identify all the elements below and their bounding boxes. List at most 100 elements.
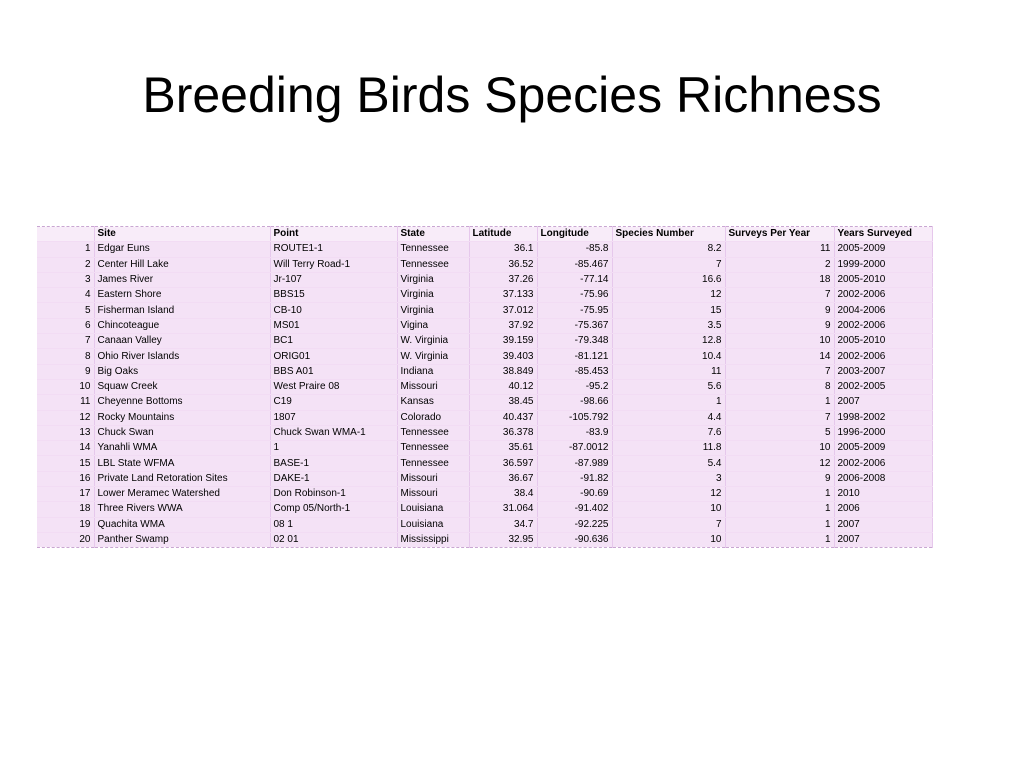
table-row: 5 Fisherman Island CB-10 Virginia 37.012 -75.… <box>37 302 933 319</box>
cell-point: West Praire 08 <box>270 379 398 396</box>
cell-surveys-per-year: 7 <box>725 410 835 426</box>
cell-longitude: -105.792 <box>537 410 613 426</box>
cell-species-number: 4.4 <box>612 410 726 426</box>
cell-longitude: -92.225 <box>537 517 613 533</box>
table-row: 15 LBL State WFMA BASE-1 Tennessee 36.597 -87… <box>37 455 933 472</box>
table-row: 6 Chincoteague MS01 Vigina 37.92 -75.367 3.5 9 2… <box>37 318 933 335</box>
cell-site: Chincoteague <box>94 318 271 335</box>
table-row: 13 Chuck Swan Chuck Swan WMA-1 Tennessee 36.… <box>37 425 933 442</box>
cell-surveys-per-year: 9 <box>725 302 835 319</box>
cell-longitude: -79.348 <box>537 333 613 350</box>
cell-species-number: 15 <box>612 302 726 319</box>
cell-species-number: 8.2 <box>612 241 726 258</box>
header-longitude: Longitude <box>537 226 613 243</box>
cell-longitude: -87.0012 <box>537 440 613 457</box>
cell-site: Panther Swamp <box>94 532 271 549</box>
cell-surveys-per-year: 10 <box>725 333 835 350</box>
cell-surveys-per-year: 1 <box>725 532 835 549</box>
cell-index: 8 <box>37 348 95 365</box>
cell-state: Missouri <box>397 471 470 488</box>
cell-species-number: 12 <box>612 287 726 304</box>
table-row: 19 Quachita WMA 08 1 Louisiana 34.7 -92.225 7 1… <box>37 517 933 533</box>
cell-state: Virginia <box>397 272 470 289</box>
cell-species-number: 7 <box>612 517 726 533</box>
cell-years-surveyed: 2005-2009 <box>834 241 933 258</box>
table-row: 10 Squaw Creek West Praire 08 Missouri 40.12… <box>37 379 933 396</box>
cell-longitude: -90.69 <box>537 486 613 503</box>
cell-state: Mississippi <box>397 532 470 549</box>
cell-point: BBS A01 <box>270 364 398 380</box>
cell-point: CB-10 <box>270 302 398 319</box>
header-species-number: Species Number <box>612 226 726 243</box>
cell-species-number: 11 <box>612 364 726 380</box>
cell-state: Colorado <box>397 410 470 426</box>
table-body: 1 Edgar Euns ROUTE1-1 Tennessee 36.1 -85.8 8.2… <box>37 241 933 549</box>
cell-state: Tennessee <box>397 241 470 258</box>
cell-point: ROUTE1-1 <box>270 241 398 258</box>
cell-index: 20 <box>37 532 95 549</box>
header-state: State <box>397 226 470 243</box>
table-row: 4 Eastern Shore BBS15 Virginia 37.133 -75.96 1… <box>37 287 933 304</box>
cell-point: BBS15 <box>270 287 398 304</box>
cell-years-surveyed: 1998-2002 <box>834 410 933 426</box>
cell-state: Tennessee <box>397 455 470 472</box>
cell-index: 16 <box>37 471 95 488</box>
cell-years-surveyed: 1999-2000 <box>834 257 933 273</box>
cell-longitude: -91.402 <box>537 501 613 518</box>
cell-site: Big Oaks <box>94 364 271 380</box>
species-table: Site Point State Latitude Longitude Spec… <box>37 226 933 549</box>
cell-index: 17 <box>37 486 95 503</box>
cell-latitude: 37.26 <box>469 272 538 289</box>
cell-species-number: 12 <box>612 486 726 503</box>
cell-longitude: -87.989 <box>537 455 613 472</box>
slide-title: Breeding Birds Species Richness <box>142 67 882 123</box>
cell-site: James River <box>94 272 271 289</box>
cell-longitude: -77.14 <box>537 272 613 289</box>
cell-surveys-per-year: 7 <box>725 287 835 304</box>
cell-index: 13 <box>37 425 95 442</box>
cell-site: Fisherman Island <box>94 302 271 319</box>
table-row: 11 Cheyenne Bottoms C19 Kansas 38.45 -98.66 1 1… <box>37 394 933 411</box>
cell-site: Center Hill Lake <box>94 257 271 273</box>
cell-longitude: -90.636 <box>537 532 613 549</box>
cell-point: BC1 <box>270 333 398 350</box>
cell-site: Quachita WMA <box>94 517 271 533</box>
cell-point: DAKE-1 <box>270 471 398 488</box>
header-latitude: Latitude <box>469 226 538 243</box>
cell-years-surveyed: 2004-2006 <box>834 302 933 319</box>
cell-latitude: 35.61 <box>469 440 538 457</box>
cell-point: Jr-107 <box>270 272 398 289</box>
cell-site: LBL State WFMA <box>94 455 271 472</box>
cell-latitude: 36.67 <box>469 471 538 488</box>
cell-point: Will Terry Road-1 <box>270 257 398 273</box>
cell-latitude: 36.52 <box>469 257 538 273</box>
cell-species-number: 3.5 <box>612 318 726 335</box>
cell-index: 18 <box>37 501 95 518</box>
cell-index: 15 <box>37 455 95 472</box>
cell-longitude: -85.453 <box>537 364 613 380</box>
cell-latitude: 36.597 <box>469 455 538 472</box>
cell-latitude: 38.4 <box>469 486 538 503</box>
cell-point: Chuck Swan WMA-1 <box>270 425 398 442</box>
cell-years-surveyed: 1996-2000 <box>834 425 933 442</box>
cell-longitude: -85.8 <box>537 241 613 258</box>
cell-species-number: 5.6 <box>612 379 726 396</box>
cell-years-surveyed: 2006-2008 <box>834 471 933 488</box>
cell-latitude: 36.378 <box>469 425 538 442</box>
cell-years-surveyed: 2007 <box>834 532 933 549</box>
cell-longitude: -75.367 <box>537 318 613 335</box>
cell-state: Missouri <box>397 486 470 503</box>
cell-longitude: -85.467 <box>537 257 613 273</box>
header-index <box>37 226 95 243</box>
species-table-container: Site Point State Latitude Longitude Spec… <box>37 226 933 549</box>
cell-years-surveyed: 2003-2007 <box>834 364 933 380</box>
cell-longitude: -91.82 <box>537 471 613 488</box>
cell-longitude: -81.121 <box>537 348 613 365</box>
cell-state: Louisiana <box>397 517 470 533</box>
cell-surveys-per-year: 12 <box>725 455 835 472</box>
cell-state: W. Virginia <box>397 348 470 365</box>
table-row: 16 Private Land Retoration Sites DAKE-1 Mis… <box>37 471 933 488</box>
cell-latitude: 34.7 <box>469 517 538 533</box>
cell-longitude: -95.2 <box>537 379 613 396</box>
cell-point: Don Robinson-1 <box>270 486 398 503</box>
